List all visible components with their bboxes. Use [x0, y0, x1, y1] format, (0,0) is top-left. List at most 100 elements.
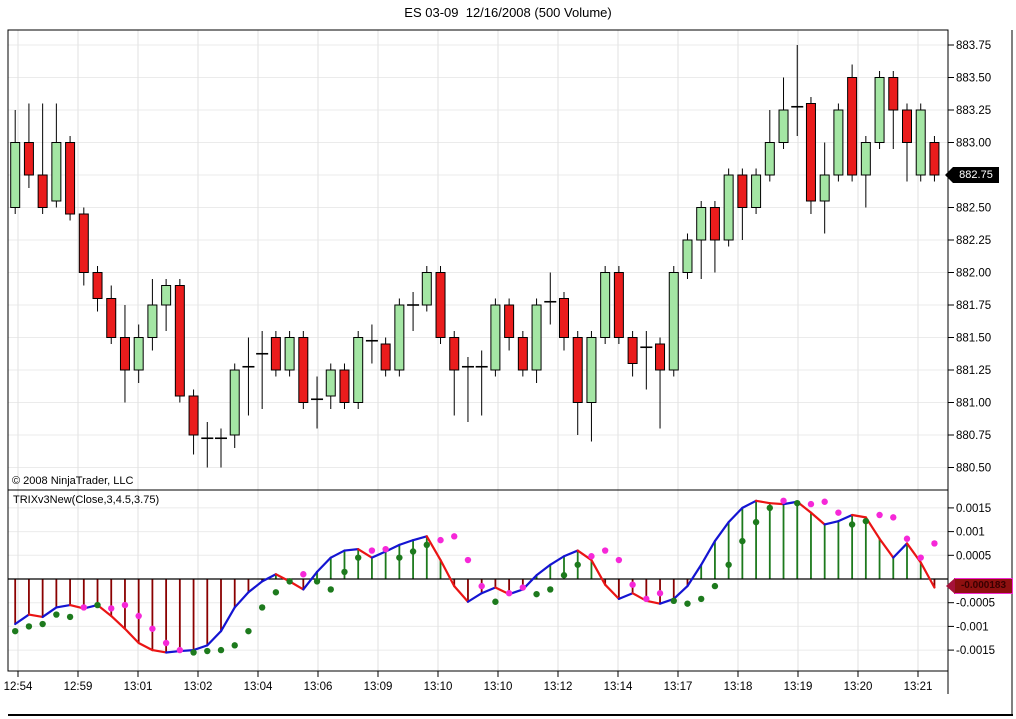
trix-segment	[411, 535, 428, 542]
signal-dots	[12, 497, 938, 656]
trix-segment	[754, 499, 771, 505]
signal-dot	[53, 611, 60, 618]
trix-segment	[741, 499, 758, 509]
signal-dot	[821, 498, 828, 505]
candle	[353, 337, 364, 403]
last-indicator-marker: -0.000183	[946, 578, 1013, 594]
trix-segment	[700, 539, 717, 566]
trix-segment	[686, 563, 703, 588]
candle	[188, 395, 199, 436]
time-axis[interactable]: 12:54 12:59 13:01 13:02 13:04 13:06 13:09 13:10…	[4, 671, 933, 693]
candle	[490, 304, 501, 371]
signal-dot	[423, 541, 430, 549]
time-tick-label: 13:17	[664, 681, 693, 693]
copyright-label: © 2008 NinjaTrader, LLC	[12, 475, 134, 487]
signal-dot	[505, 590, 513, 597]
candle	[147, 304, 158, 338]
candles	[10, 45, 940, 468]
price-tick-label: 881.50	[956, 333, 991, 345]
candle	[174, 285, 185, 397]
signal-dot	[698, 595, 705, 603]
candle	[586, 337, 597, 403]
candle	[325, 369, 336, 397]
signal-dot	[533, 590, 540, 598]
signal-dot	[94, 601, 101, 609]
candle	[655, 343, 666, 371]
candle	[23, 142, 34, 176]
signal-dot	[903, 535, 911, 542]
signal-dot	[286, 578, 293, 585]
candle	[751, 174, 762, 208]
indicator-tick-label: 0.001	[956, 527, 985, 539]
candle	[682, 239, 693, 273]
candle	[572, 337, 583, 403]
signal-dot	[670, 597, 677, 605]
signal-dot	[890, 514, 897, 521]
candle	[421, 272, 432, 306]
time-tick-label: 13:21	[904, 681, 933, 693]
candle	[161, 285, 172, 306]
signal-dot	[12, 627, 19, 635]
trix-segment	[453, 585, 470, 603]
trix-segment	[329, 549, 346, 559]
indicator-tick-label: 0.0015	[956, 503, 991, 515]
signal-dot	[780, 497, 787, 504]
indicator-axis[interactable]: 0.0015 0.001 0.0005 -0.0005 -0.001 -0.0015	[948, 503, 995, 657]
signal-dot	[547, 586, 554, 593]
trix-segment	[617, 592, 634, 601]
trix-segment	[535, 563, 552, 577]
price-tick-label: 883.75	[956, 40, 991, 52]
signal-dot	[451, 533, 458, 540]
trix-segment	[466, 592, 483, 603]
candle	[65, 142, 76, 215]
indicator-tick-label: -0.0005	[956, 598, 995, 610]
candle	[51, 142, 62, 202]
price-tick-label: 883.50	[956, 73, 991, 85]
trix-segment	[809, 511, 826, 526]
signal-dot	[382, 545, 389, 553]
candle	[504, 304, 515, 338]
trix-segment	[672, 585, 689, 601]
candle	[805, 103, 816, 202]
price-tick-label: 883.25	[956, 105, 991, 117]
trix-segment	[27, 613, 44, 619]
candle	[723, 174, 734, 241]
candle	[888, 77, 899, 111]
chart-title: ES 03-09 12/16/2008 (500 Volume)	[404, 5, 612, 20]
candle	[106, 298, 117, 338]
trix-segment	[110, 614, 127, 630]
signal-dot	[917, 554, 924, 561]
signal-dot	[66, 613, 74, 621]
candle	[600, 272, 611, 338]
trix-segment	[370, 550, 387, 559]
signal-dot	[409, 548, 417, 555]
candle	[696, 207, 707, 241]
trix-segment	[343, 548, 360, 552]
indicator-tick-label: -0.0015	[956, 645, 995, 657]
price-axis[interactable]: 883.75883.50883.25883.00882.75882.50882.…	[948, 40, 991, 475]
signal-dot	[725, 561, 732, 568]
signal-dot	[231, 642, 238, 649]
time-tick-label: 13:09	[364, 681, 393, 693]
signal-dot	[752, 518, 760, 526]
signal-dot	[39, 620, 46, 628]
price-tick-label: 881.00	[956, 398, 991, 410]
price-tick-label: 880.75	[956, 430, 991, 442]
price-tick-label: 882.00	[956, 268, 991, 280]
trix-segment	[590, 558, 607, 586]
trix-segment	[425, 535, 442, 562]
trix-segment	[851, 513, 867, 519]
signal-dot	[327, 586, 334, 593]
candle	[78, 213, 89, 273]
candle	[92, 272, 103, 299]
trix-segment	[315, 556, 332, 573]
signal-dot	[794, 499, 801, 507]
trix-segment	[151, 648, 168, 654]
signal-dot	[931, 540, 938, 547]
trix-segment	[192, 644, 209, 652]
time-tick-label: 12:59	[64, 681, 93, 693]
candle	[37, 174, 48, 208]
time-tick-label: 13:12	[544, 681, 573, 693]
